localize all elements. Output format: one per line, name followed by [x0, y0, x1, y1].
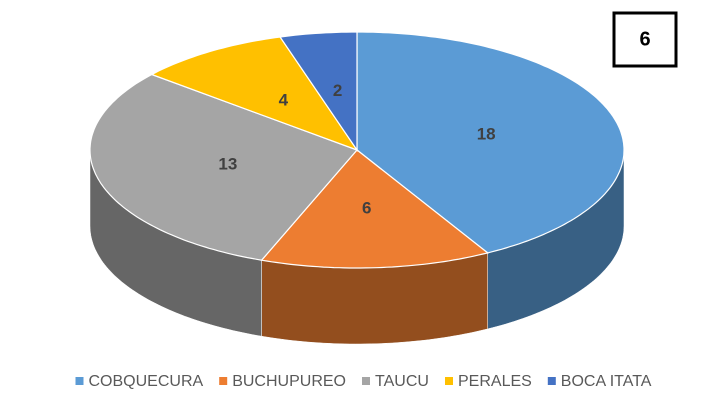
data-label: 6: [362, 198, 371, 217]
data-label: 2: [333, 81, 342, 100]
legend-swatch: [445, 377, 453, 385]
data-label: 4: [279, 90, 289, 109]
slice: [279, 31, 358, 152]
legend-item: COBQUECURA: [75, 373, 204, 390]
legend-swatch: [547, 377, 556, 385]
legend-item: BUCHUPUREO: [219, 373, 346, 390]
legend-item: PERALES: [445, 373, 532, 390]
legend-label: COBQUECURA: [89, 373, 204, 390]
slice: [89, 73, 359, 261]
legend-label: BUCHUPUREO: [232, 373, 346, 390]
slice: [260, 149, 490, 269]
data-labels: 18 6 13 4 2: [218, 81, 495, 217]
slice: [356, 31, 625, 254]
annotation: 6: [639, 28, 650, 50]
legend-label: BOCA ITATA: [561, 373, 652, 390]
legend-swatch: [219, 377, 228, 385]
legend-label: PERALES: [458, 373, 532, 390]
legend: COBQUECURA BUCHUPUREO TAUCU PERALES BOCA ITA…: [75, 373, 652, 390]
legend-item: BOCA ITATA: [547, 373, 652, 390]
legend-label: TAUCU: [375, 373, 429, 390]
pie-sides: [89, 149, 625, 345]
pie-tops: [89, 31, 625, 269]
data-label: 18: [477, 125, 496, 144]
legend-item: TAUCU: [362, 373, 429, 390]
legend-swatch: [75, 377, 84, 385]
annotation-box: [612, 11, 678, 68]
data-label: 13: [218, 154, 237, 173]
legend-swatch: [362, 377, 370, 385]
slice: [150, 36, 359, 152]
